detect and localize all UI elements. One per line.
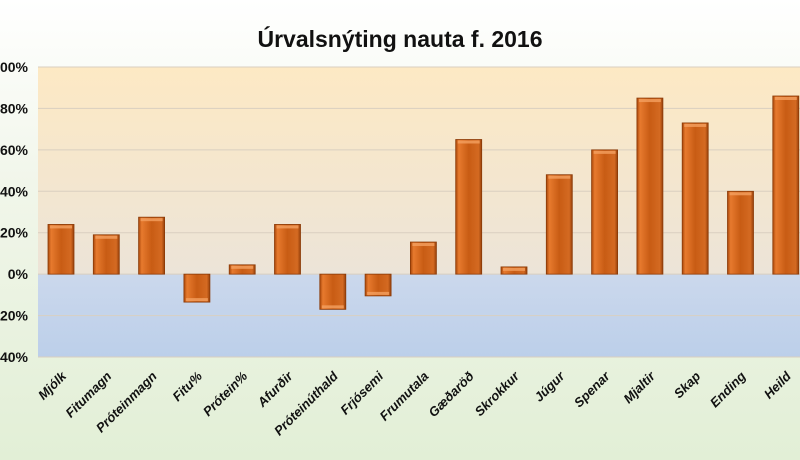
chart-title: Úrvalsnýting nauta f. 2016 xyxy=(257,26,543,52)
bar-Gæðaröð xyxy=(455,139,483,275)
bar-Prótein% xyxy=(228,264,256,275)
x-tick-label: Skap xyxy=(671,368,704,401)
bar-bevel xyxy=(185,298,208,302)
bar-bevel xyxy=(729,192,752,196)
y-tick-label: -40% xyxy=(0,349,29,365)
x-tick-label: Skrokkur xyxy=(472,368,523,419)
y-tick-label: 40% xyxy=(0,183,29,199)
bar-bevel xyxy=(140,218,163,222)
x-tick-label: Mjólk xyxy=(35,368,70,403)
bar-Afurðir xyxy=(274,224,301,275)
y-tick-label: 0% xyxy=(8,266,29,282)
x-tick-label: Fitu% xyxy=(169,368,205,404)
bar-Skap xyxy=(681,122,709,275)
bar-bevel xyxy=(503,267,525,271)
x-tick-label: Heild xyxy=(761,368,795,402)
x-tick-label: Gæðaröð xyxy=(425,368,477,420)
y-tick-label: 80% xyxy=(0,100,29,116)
bar-Frjósemi xyxy=(364,273,392,297)
bar-bevel xyxy=(321,305,344,309)
bar-bevel xyxy=(457,140,480,144)
bar-bevel xyxy=(638,99,661,103)
bar-Júgur xyxy=(545,174,573,275)
x-tick-label: Júgur xyxy=(531,368,568,405)
y-tick-label: -20% xyxy=(0,308,29,324)
bar-Mjólk xyxy=(47,224,75,275)
bar-bevel xyxy=(548,175,571,179)
bar-Próteinúthald xyxy=(319,273,347,310)
bar-Próteinmagn xyxy=(138,216,166,275)
bar-bevel xyxy=(231,265,254,269)
x-tick-label: Afurðir xyxy=(254,368,297,411)
bar-bevel xyxy=(276,225,299,229)
bar-bevel xyxy=(50,225,72,229)
bar-Heild xyxy=(772,95,800,275)
x-tick-label: Frumutala xyxy=(376,369,431,424)
y-tick-label: 100% xyxy=(0,59,29,75)
x-tick-label: Spenar xyxy=(571,368,613,410)
y-tick-label: 60% xyxy=(0,142,29,158)
bar-Ending xyxy=(727,190,754,275)
bar-bevel xyxy=(684,123,707,127)
bar-bevel xyxy=(593,150,616,154)
bar-bevel xyxy=(412,243,435,247)
bar-Fitu% xyxy=(183,273,211,303)
x-tick-label: Ending xyxy=(707,368,749,410)
bar-Spenar xyxy=(591,149,618,275)
bar-bevel xyxy=(367,291,390,295)
bar-Frumutala xyxy=(409,241,437,275)
bar-bevel xyxy=(95,235,118,239)
y-tick-label: 20% xyxy=(0,225,29,241)
bar-Mjaltir xyxy=(636,97,664,275)
bar-Fitumagn xyxy=(92,234,120,275)
bar-bevel xyxy=(774,97,797,100)
x-tick-label: Mjaltir xyxy=(620,368,658,406)
x-tick-label: Prótein% xyxy=(200,368,251,419)
